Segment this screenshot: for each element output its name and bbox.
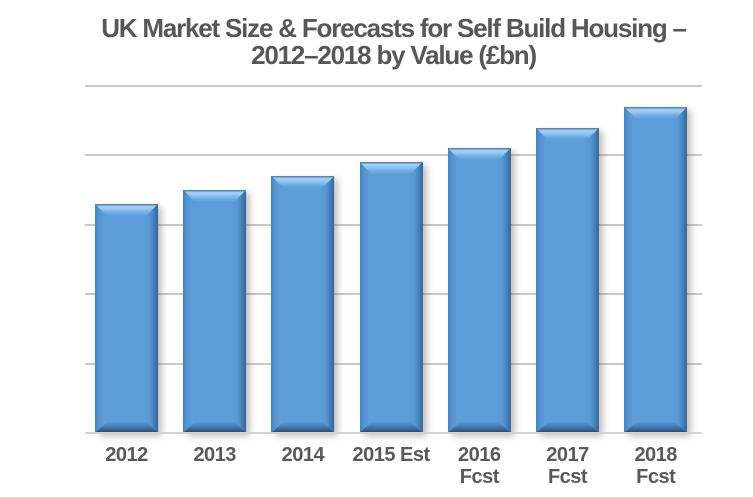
bar-2015-est xyxy=(359,162,423,433)
bar-2016 xyxy=(447,148,511,433)
x-axis-label-2018: 2018 Fcst xyxy=(634,444,677,488)
x-axis-label-2012: 2012 xyxy=(105,444,148,466)
bar-2017 xyxy=(536,128,599,433)
bar-2018 xyxy=(624,107,688,433)
x-axis-label-2015-est: 2015 Est xyxy=(352,444,431,466)
bar-2013 xyxy=(183,190,247,433)
gridline-y5 xyxy=(85,85,702,87)
chart-title-line-1: UK Market Size & Forecasts for Self Buil… xyxy=(101,13,687,43)
bar-2014 xyxy=(271,176,335,433)
x-axis-line xyxy=(85,432,702,434)
bar-2012 xyxy=(95,204,158,433)
gridline-y4 xyxy=(85,154,702,157)
x-axis-label-2016: 2016 Fcst xyxy=(458,444,501,488)
x-axis-label-2017: 2017 Fcst xyxy=(546,444,589,488)
chart-title-line-2: 2012–2018 by Value (£bn) xyxy=(251,40,537,70)
x-axis-label-2013: 2013 xyxy=(193,444,236,466)
x-axis-label-2014: 2014 xyxy=(281,444,325,466)
chart-title: UK Market Size & Forecasts for Self Buil… xyxy=(85,15,702,69)
